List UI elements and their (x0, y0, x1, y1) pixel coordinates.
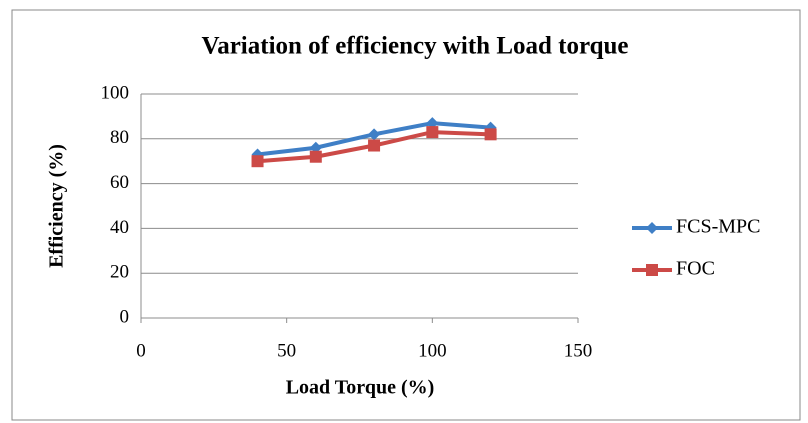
y-tick-label: 20 (110, 262, 129, 283)
legend-label: FOC (676, 258, 715, 280)
x-axis-label: Load Torque (%) (286, 377, 435, 399)
marker (484, 128, 497, 141)
y-axis-label: Efficiency (%) (46, 144, 68, 268)
y-tick-label: 80 (110, 127, 129, 148)
chart-title: Variation of efficiency with Load torque (201, 33, 628, 60)
y-tick-label: 60 (110, 172, 129, 193)
y-tick-label: 40 (110, 217, 129, 238)
x-tick-label: 0 (136, 340, 146, 361)
x-tick-label: 100 (418, 340, 447, 361)
marker (309, 150, 322, 163)
marker (251, 155, 264, 168)
x-tick-label: 50 (277, 340, 296, 361)
marker (646, 222, 658, 234)
y-tick-label: 0 (120, 306, 130, 327)
chart-frame (11, 9, 801, 421)
legend-label: FCS-MPC (676, 216, 761, 238)
marker (484, 121, 497, 134)
x-tick-label: 150 (564, 340, 593, 361)
marker (368, 139, 381, 152)
y-tick-label: 100 (101, 82, 130, 103)
marker (426, 126, 439, 139)
marker (646, 264, 658, 276)
marker (368, 128, 381, 141)
